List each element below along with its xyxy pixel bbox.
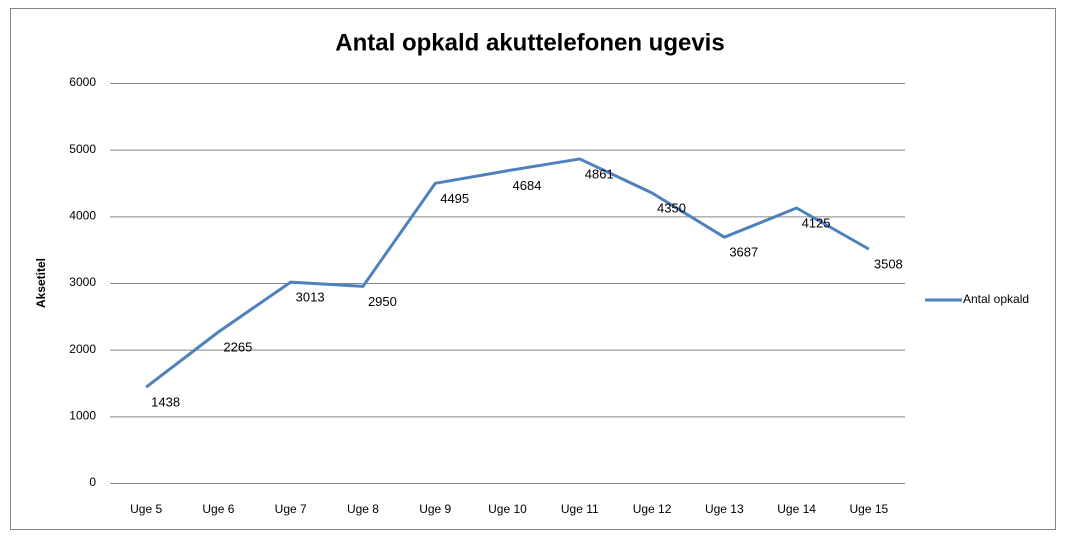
x-tick-label: Uge 8 xyxy=(347,502,379,516)
y-tick-label: 4000 xyxy=(69,209,96,223)
chart-title: Antal opkald akuttelefonen ugevis xyxy=(335,29,724,56)
x-tick-label: Uge 9 xyxy=(419,502,451,516)
x-tick-label: Uge 13 xyxy=(705,502,744,516)
y-tick-label: 0 xyxy=(89,475,96,489)
y-tick-label: 3000 xyxy=(69,275,96,289)
data-label: 4684 xyxy=(513,178,542,193)
data-label: 4495 xyxy=(440,191,469,206)
data-label: 3013 xyxy=(296,290,325,305)
line xyxy=(145,157,870,389)
y-axis-label: Aksetitel xyxy=(34,258,48,308)
data-label: 3508 xyxy=(874,257,903,272)
data-label: 4350 xyxy=(657,200,686,215)
legend-label: Antal opkald xyxy=(963,292,1029,306)
x-tick-label: Uge 7 xyxy=(275,502,307,516)
x-tick-label: Uge 15 xyxy=(850,502,889,516)
data-label: 4125 xyxy=(802,215,831,230)
x-tick-label: Uge 5 xyxy=(130,502,162,516)
data-label: 1438 xyxy=(151,395,180,410)
data-label: 2265 xyxy=(223,339,252,354)
chart-frame xyxy=(10,8,1056,530)
x-tick-label: Uge 10 xyxy=(488,502,527,516)
x-tick-label: Uge 6 xyxy=(202,502,234,516)
y-tick-label: 6000 xyxy=(69,75,96,89)
data-label: 4861 xyxy=(585,166,614,181)
y-tick-label: 2000 xyxy=(69,342,96,356)
x-tick-label: Uge 11 xyxy=(561,502,599,516)
y-tick-label: 5000 xyxy=(69,142,96,156)
x-tick-label: Uge 12 xyxy=(633,502,672,516)
data-label: 2950 xyxy=(368,294,397,309)
data-label: 3687 xyxy=(729,245,758,260)
x-tick-label: Uge 14 xyxy=(777,502,816,516)
y-tick-label: 1000 xyxy=(69,409,96,423)
